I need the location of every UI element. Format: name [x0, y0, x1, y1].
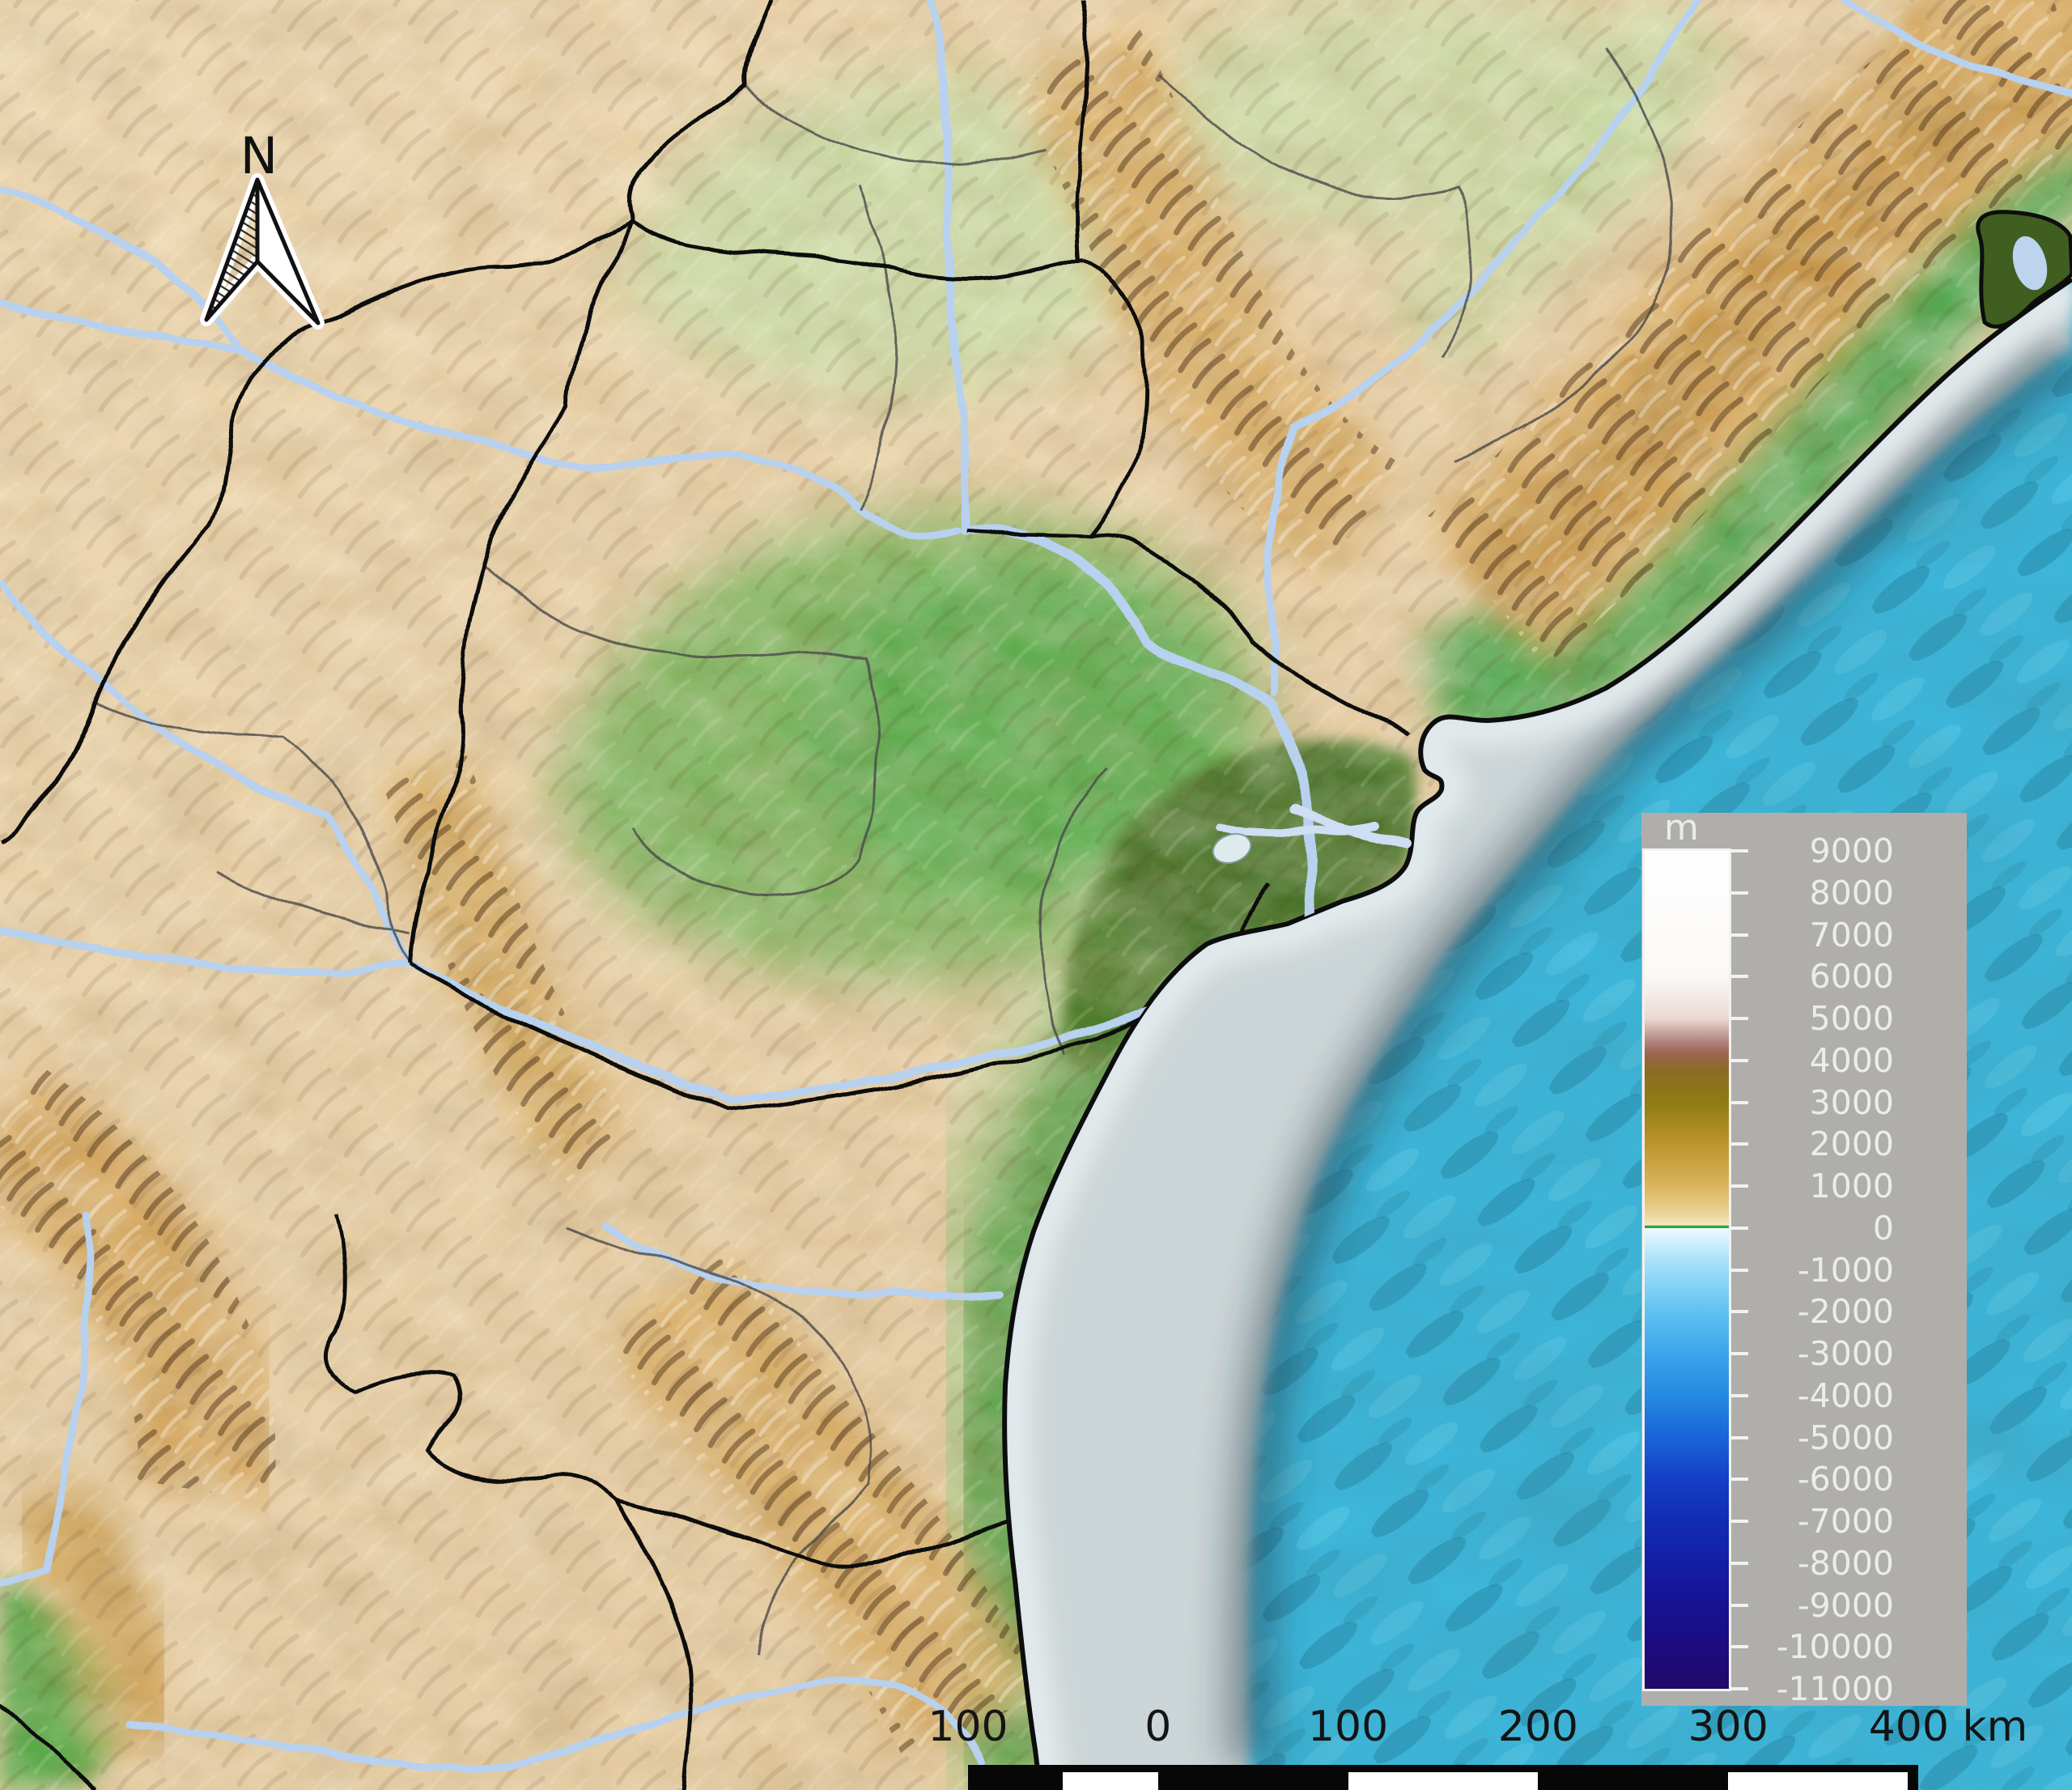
- scale-bar-rule: [968, 1765, 1918, 1790]
- legend-tick-label: -9000: [1797, 1585, 1894, 1625]
- legend-tick-label: -10000: [1776, 1627, 1894, 1667]
- river: [1265, 0, 1701, 697]
- river: [925, 0, 970, 536]
- river: [0, 299, 242, 352]
- legend-tick-label: 0: [1872, 1208, 1894, 1248]
- legend-tick-mark: [1729, 1310, 1748, 1314]
- district-boundaries: [95, 48, 1675, 1654]
- legend-tick-mark: [1729, 1100, 1748, 1104]
- river: [0, 580, 414, 969]
- legend-tick-mark: [1729, 1435, 1748, 1439]
- legend-tick-label: -3000: [1797, 1334, 1894, 1373]
- scale-bar-label: 100: [928, 1703, 1008, 1751]
- continental-slope-shadow: [1226, 330, 2072, 1766]
- river: [0, 1210, 93, 1586]
- legend-tick-mark: [1729, 1477, 1748, 1482]
- legend-tick-mark: [1729, 1520, 1748, 1523]
- legend-tick-mark: [1729, 975, 1748, 979]
- legend-tick-mark: [1729, 1603, 1748, 1607]
- legend-tick-mark: [1729, 1268, 1748, 1272]
- legend-tick-label: -8000: [1797, 1543, 1894, 1583]
- scale-bar-label: 400 km: [1868, 1703, 2028, 1751]
- legend-tick-mark: [1729, 933, 1748, 937]
- legend-tick-label: 8000: [1809, 873, 1894, 912]
- river: [1840, 0, 2072, 95]
- legend-tick-label: -7000: [1797, 1502, 1894, 1541]
- coastline: [1002, 277, 2072, 1790]
- scale-bar-label: 200: [1497, 1703, 1579, 1751]
- legend-tick-label: -2000: [1797, 1292, 1894, 1332]
- lagoon-spit: [1976, 210, 2072, 329]
- river: [234, 344, 962, 539]
- legend-tick-mark: [1729, 1017, 1748, 1020]
- legend-tick-label: -11000: [1776, 1669, 1894, 1708]
- lake: [1212, 833, 1252, 864]
- legend-tick-label: -4000: [1797, 1375, 1894, 1415]
- legend-tick-mark: [1729, 1142, 1748, 1146]
- map-scale-bar: 100 0 100 200 300 400 km: [906, 1696, 2072, 1790]
- legend-tick-mark: [1729, 1645, 1748, 1649]
- legend-tick-label: -1000: [1797, 1250, 1894, 1290]
- scale-bar-segment: [1063, 1772, 1158, 1790]
- legend-tick-label: 5000: [1809, 999, 1894, 1038]
- legend-tick-label: 3000: [1809, 1082, 1894, 1122]
- elevation-colorbar: [1645, 851, 1729, 1689]
- legend-tick-label: 4000: [1809, 1040, 1894, 1080]
- scale-bar-segment: [1728, 1772, 1908, 1790]
- river: [127, 1677, 983, 1773]
- legend-tick-mark: [1729, 1226, 1748, 1230]
- legend-unit-label: m: [1664, 807, 1699, 848]
- scale-bar-label: 300: [1688, 1703, 1768, 1751]
- river: [0, 184, 242, 352]
- state-boundaries: [0, 0, 1410, 1790]
- legend-tick-label: 6000: [1809, 957, 1894, 997]
- river: [601, 1222, 1003, 1299]
- legend-tick-mark: [1729, 891, 1748, 895]
- river-delta-branch: [1215, 821, 1380, 837]
- legend-tick-mark: [1729, 1687, 1748, 1690]
- scale-bar-label: 0: [1144, 1703, 1172, 1751]
- scale-bar-segment: [1348, 1772, 1539, 1790]
- scale-bar-label: 100: [1307, 1703, 1389, 1751]
- north-arrow: N: [200, 126, 325, 330]
- legend-tick-label: -5000: [1797, 1418, 1894, 1457]
- legend-tick-mark: [1729, 849, 1748, 852]
- legend-tick-mark: [1729, 1352, 1748, 1355]
- lagoon-water: [2012, 236, 2048, 291]
- elevation-legend: m 9000 8000 7000 6000 5000 4000 3000 2000 1000 0-…: [1641, 807, 1967, 1708]
- legend-tick-mark: [1729, 1058, 1748, 1062]
- legend-tick-mark: [1729, 1393, 1748, 1397]
- north-arrow-right-half: [255, 177, 321, 325]
- legend-tick-label: 9000: [1809, 831, 1894, 870]
- legend-tick-mark: [1729, 1561, 1748, 1565]
- legend-tick-label: 2000: [1809, 1125, 1894, 1164]
- legend-tick-label: 7000: [1809, 915, 1894, 955]
- legend-tick-label: -6000: [1797, 1460, 1894, 1499]
- legend-tick-mark: [1729, 1184, 1748, 1188]
- continental-shelf: [1004, 279, 2072, 1790]
- river: [0, 927, 414, 975]
- legend-tick-label: 1000: [1809, 1167, 1894, 1205]
